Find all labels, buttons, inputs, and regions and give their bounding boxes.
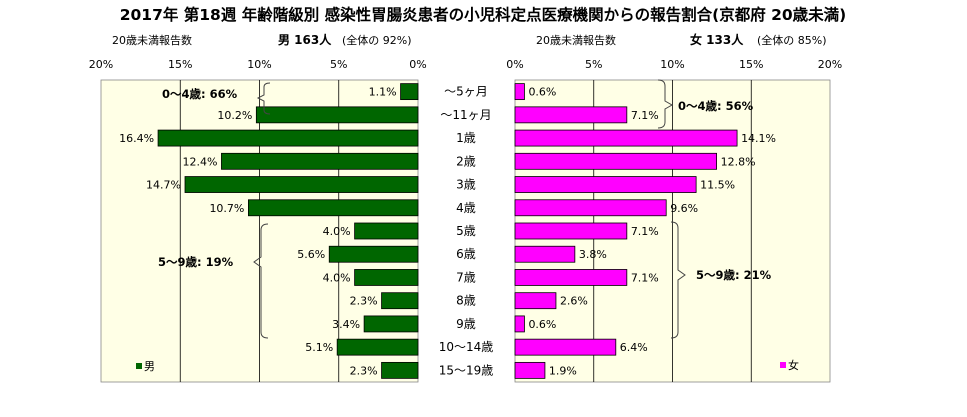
female-group-label-0-4: 0～4歳: 56% [678, 99, 754, 113]
male-value-label: 10.2% [217, 109, 252, 122]
male-bar [400, 83, 419, 101]
age-category-label: 4歳 [456, 201, 476, 215]
age-category-label: 15～19歳 [439, 363, 494, 377]
male-bar [184, 176, 419, 193]
female-group-label-5-9: 5～9歳: 21% [696, 268, 772, 282]
male-value-label: 5.6% [297, 248, 325, 261]
female-value-label: 11.5% [700, 179, 735, 192]
male-value-label: 2.3% [350, 295, 378, 308]
female-value-label: 6.4% [620, 341, 648, 354]
female-value-label: 0.6% [528, 318, 556, 331]
age-category-label: 1歳 [456, 131, 476, 145]
chart-title: 2017年 第18週 年齢階級別 感染性胃腸炎患者の小児科定点医療機関からの報告… [120, 5, 847, 24]
male-bar [381, 292, 419, 310]
bars: 1.1% 0.6% 10.2% 7.1% 16.4% 14.1% 12.4% 12.8% 14.… [119, 83, 776, 379]
male-header-sub: 20歳未満報告数 [112, 34, 192, 47]
female-value-label: 9.6% [670, 202, 698, 215]
male-bracket-5-9 [253, 223, 269, 339]
female-x-tick-label: 5% [585, 58, 602, 71]
male-x-tick-label: 0% [409, 58, 426, 71]
category-labels: ～5ヶ月 ～11ヶ月 1歳 2歳 3歳 4歳 5歳 6歳 7歳 8歳 9歳 10～14歳 15～19歳 [439, 85, 494, 378]
age-category-label: ～5ヶ月 [444, 85, 488, 99]
female-value-label: 1.9% [549, 364, 577, 377]
male-bracket-0-4 [256, 82, 271, 115]
female-bar [514, 199, 667, 217]
male-bar [328, 245, 419, 263]
male-group-label-5-9: 5～9歳: 19% [158, 255, 234, 269]
female-value-label: 14.1% [741, 132, 776, 145]
male-header-ratio: (全体の 92%) [342, 33, 412, 47]
age-category-label: 2歳 [456, 154, 476, 168]
male-bar [221, 152, 419, 170]
female-bracket-0-4 [657, 79, 674, 129]
male-bar [157, 129, 419, 147]
male-value-label: 14.7% [146, 179, 181, 192]
male-bar [381, 361, 419, 379]
female-bar [514, 315, 525, 333]
female-legend-swatch [780, 362, 786, 368]
male-x-tick-label: 10% [247, 58, 271, 71]
male-header-main: 男 163人 [278, 32, 332, 47]
female-bar [514, 176, 697, 193]
age-category-label: 5歳 [456, 224, 476, 238]
age-category-label: 10～14歳 [439, 340, 494, 354]
male-value-label: 16.4% [119, 132, 154, 145]
male-value-label: 12.4% [183, 155, 218, 168]
female-value-label: 7.1% [631, 271, 659, 284]
female-bar [514, 269, 628, 286]
male-bar [248, 199, 419, 217]
female-bar [514, 152, 718, 170]
female-bar [514, 292, 557, 310]
female-value-label: 0.6% [528, 86, 556, 99]
female-bar [514, 338, 617, 356]
male-bar [354, 269, 419, 286]
female-header-ratio: (全体の 85%) [757, 33, 827, 47]
male-value-label: 2.3% [350, 364, 378, 377]
female-x-tick-label: 0% [506, 58, 523, 71]
female-value-label: 7.1% [631, 109, 659, 122]
female-x-tick-label: 20% [818, 58, 842, 71]
female-legend-label: 女 [788, 358, 799, 372]
male-bar [354, 222, 419, 240]
male-value-label: 10.7% [209, 202, 244, 215]
male-x-tick-label: 5% [330, 58, 347, 71]
female-bar [514, 83, 525, 101]
female-bracket-5-9 [670, 221, 686, 339]
female-bar [514, 245, 576, 263]
age-category-label: 7歳 [456, 270, 476, 284]
male-group-label-0-4: 0～4歳: 66% [162, 87, 238, 101]
male-bar [255, 106, 419, 124]
female-value-label: 3.8% [579, 248, 607, 261]
male-value-label: 1.1% [369, 86, 397, 99]
female-header-main: 女 133人 [690, 32, 744, 47]
female-bar [514, 129, 738, 147]
female-value-label: 12.8% [721, 155, 756, 168]
male-bar [336, 338, 419, 356]
female-bar [514, 361, 546, 379]
male-value-label: 4.0% [323, 225, 351, 238]
age-category-label: 8歳 [456, 294, 476, 308]
female-x-tick-label: 10% [660, 58, 684, 71]
male-value-label: 3.4% [332, 318, 360, 331]
male-x-tick-label: 15% [168, 58, 192, 71]
female-bar [514, 222, 628, 240]
female-header-sub: 20歳未満報告数 [536, 34, 616, 47]
male-legend-swatch [136, 363, 142, 369]
age-category-label: ～11ヶ月 [440, 108, 491, 122]
male-x-tick-label: 20% [89, 58, 113, 71]
age-category-label: 6歳 [456, 247, 476, 261]
female-value-label: 2.6% [560, 295, 588, 308]
female-bar [514, 106, 628, 124]
male-bar [363, 315, 419, 333]
age-category-label: 9歳 [456, 317, 476, 331]
x-axis-ticks: 20% 15% 10% 5% 0% 0% 5% 10% 15% 20% [89, 58, 842, 71]
female-x-tick-label: 15% [739, 58, 763, 71]
female-value-label: 7.1% [631, 225, 659, 238]
male-value-label: 5.1% [305, 341, 333, 354]
age-category-label: 3歳 [456, 178, 476, 192]
male-value-label: 4.0% [323, 271, 351, 284]
male-legend-label: 男 [144, 360, 155, 373]
